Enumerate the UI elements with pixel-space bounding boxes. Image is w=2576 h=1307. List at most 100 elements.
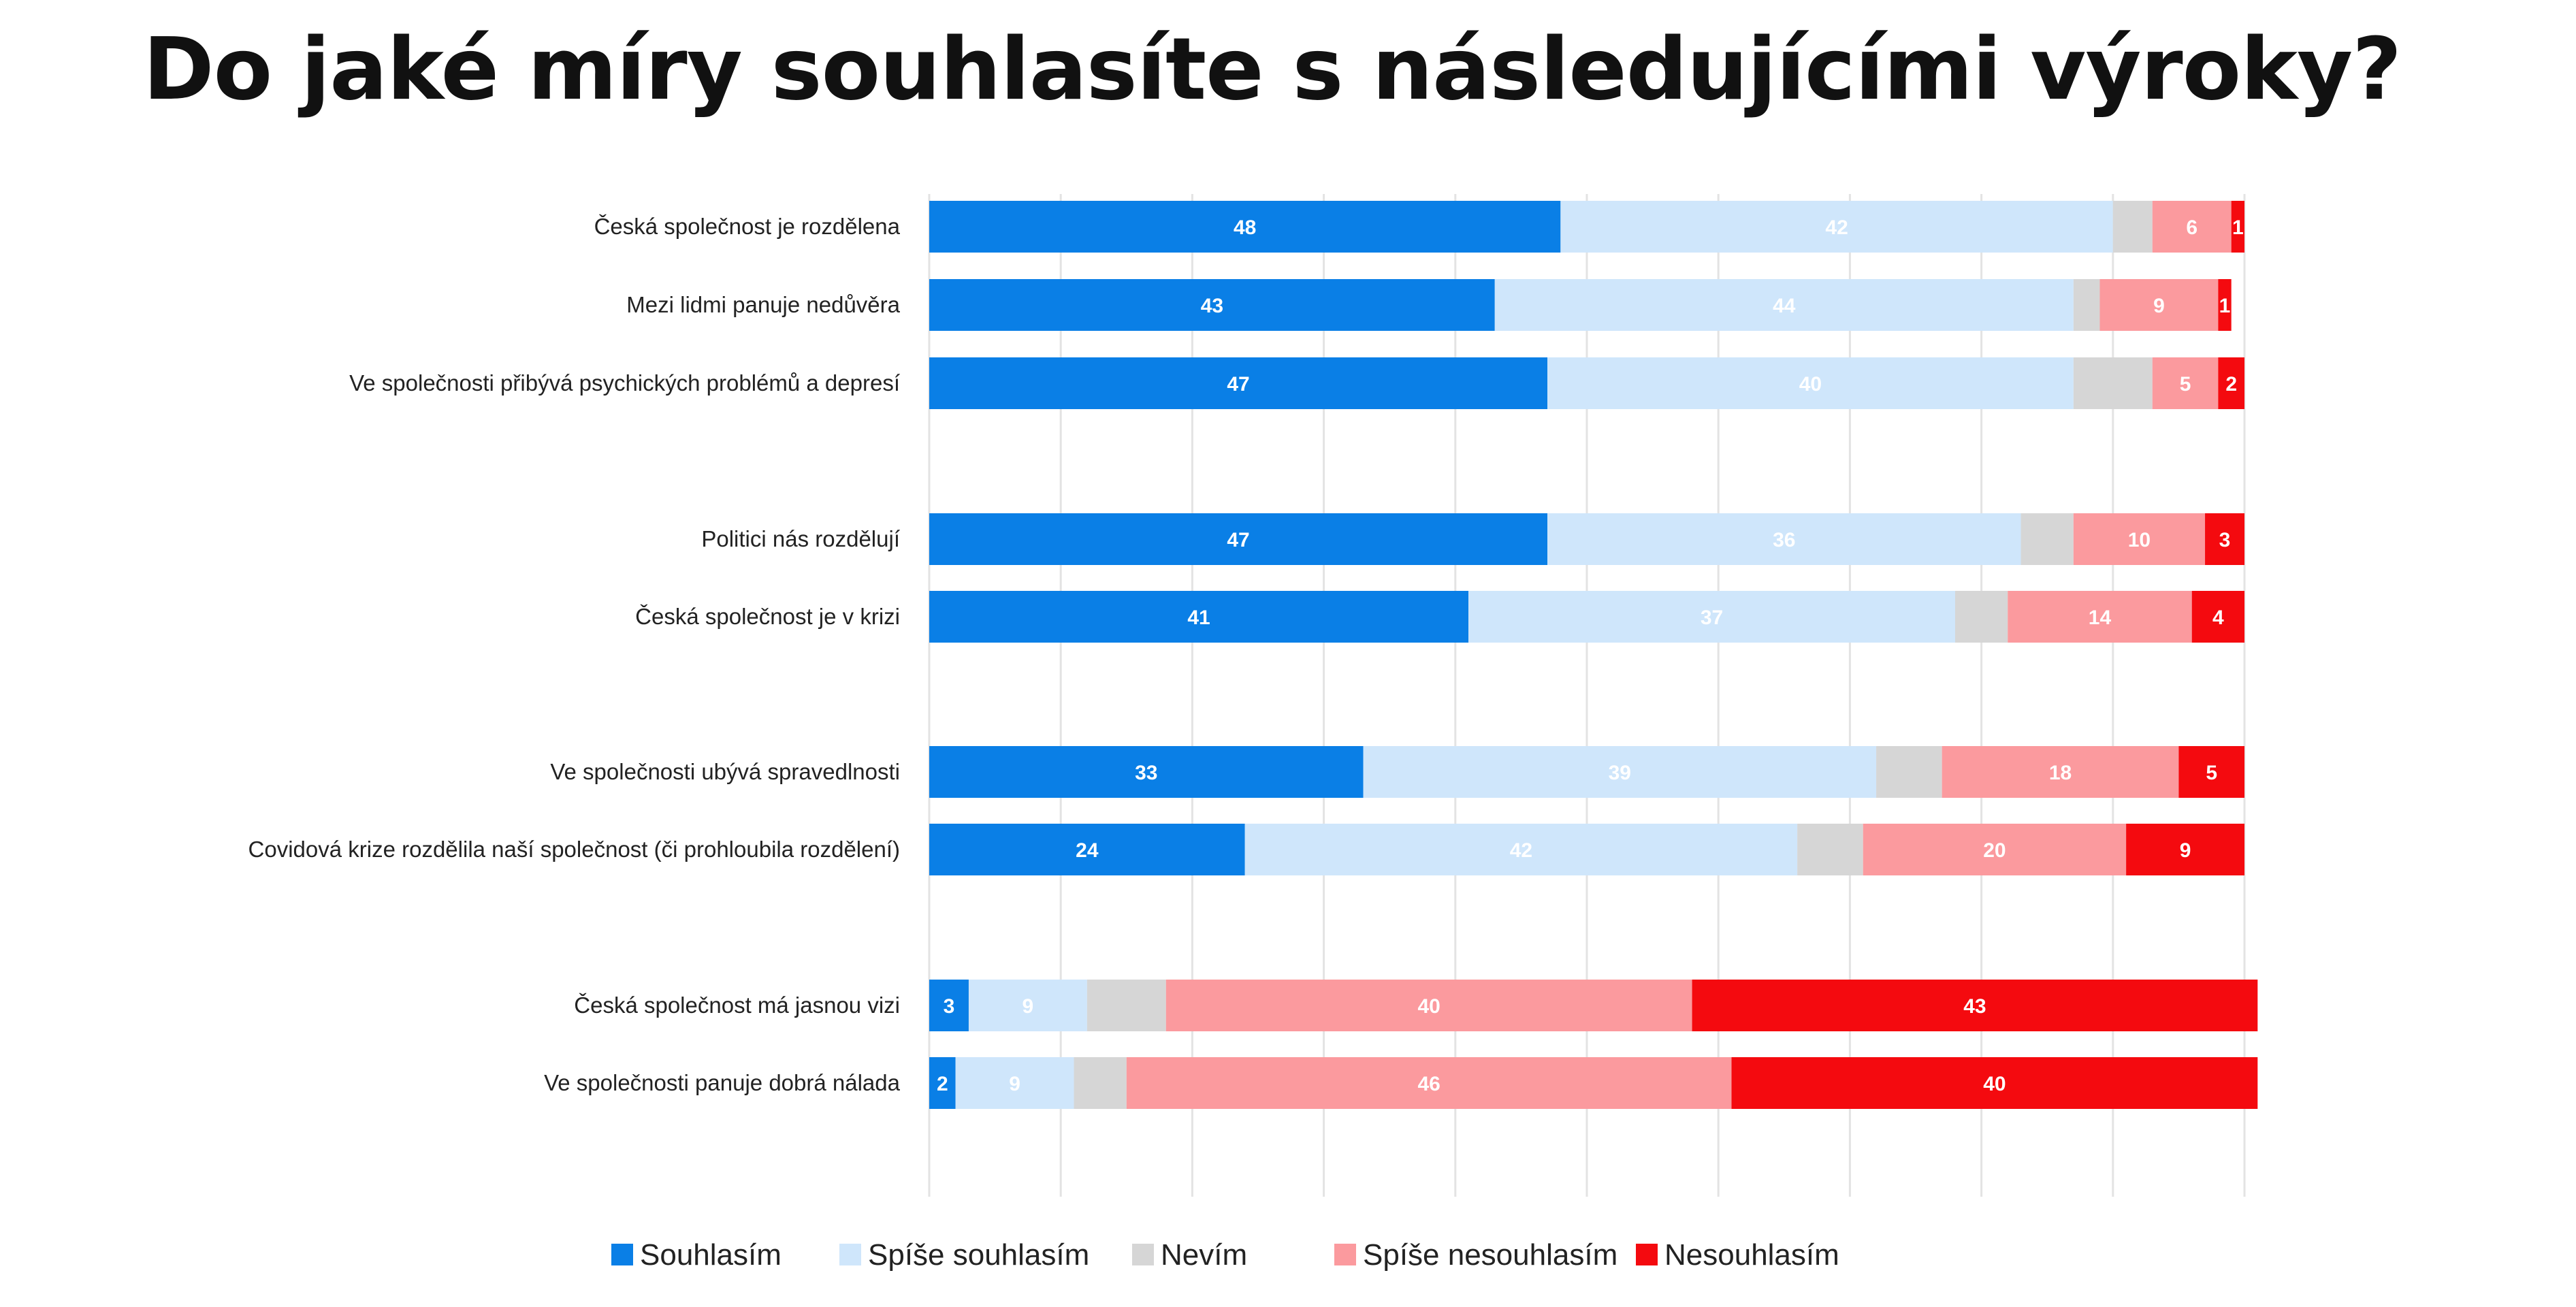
bar-segment	[2205, 513, 2244, 565]
legend-swatch	[1132, 1244, 1154, 1265]
legend-swatch	[1334, 1244, 1356, 1265]
bar-segment	[2112, 201, 2153, 253]
data-label: 3	[2219, 529, 2231, 551]
category-label: Ve společnosti ubývá spravedlnosti	[550, 759, 900, 784]
bar-segment	[2191, 591, 2244, 643]
bar-segment	[929, 201, 1561, 253]
data-label: 24	[1076, 839, 1099, 862]
data-label: 47	[1227, 529, 1249, 551]
bar-segment	[2152, 357, 2219, 409]
data-label: 9	[1009, 1073, 1020, 1095]
legend-label: Souhlasím	[640, 1238, 782, 1272]
data-label: 9	[2180, 839, 2191, 862]
data-label: 6	[2186, 216, 2197, 239]
category-label: Ve společnosti panuje dobrá nálada	[544, 1070, 901, 1095]
data-label: 37	[1701, 607, 1723, 629]
bar-segment	[2073, 513, 2206, 565]
bar-segment	[1547, 513, 2021, 565]
bar-segment	[929, 980, 969, 1031]
legend-label: Nesouhlasím	[1664, 1238, 1839, 1272]
bar-segment	[2073, 357, 2153, 409]
data-label: 9	[1023, 995, 1034, 1018]
bar-segment	[2008, 591, 2192, 643]
data-label: 42	[1825, 216, 1848, 239]
category-label: Covidová krize rozdělila naší společnost…	[248, 837, 900, 862]
bar-segment	[1692, 980, 2258, 1031]
bar-segment	[1547, 357, 2074, 409]
bar-segment	[2099, 279, 2219, 331]
bar-segment	[1942, 746, 2179, 798]
bar-segment	[1363, 746, 1877, 798]
data-label: 43	[1201, 295, 1223, 317]
data-label: 41	[1187, 607, 1210, 629]
data-label: 2	[2225, 373, 2237, 396]
data-label: 2	[937, 1073, 948, 1095]
chart-title: Do jaké míry souhlasíte s následujícími …	[143, 19, 2402, 119]
data-label: 39	[1609, 762, 1631, 784]
bar-segment	[1086, 980, 1166, 1031]
bar-segment	[1731, 1057, 2258, 1109]
data-label: 10	[2128, 529, 2151, 551]
bar-segment	[2178, 746, 2244, 798]
bar-segment	[1468, 591, 1955, 643]
category-label: Politici nás rozdělují	[701, 526, 900, 551]
data-label: 46	[1417, 1073, 1440, 1095]
data-label: 9	[2153, 295, 2165, 317]
bar-segment	[1876, 746, 1942, 798]
bar-segment	[1560, 201, 2113, 253]
legend-swatch	[611, 1244, 633, 1265]
bar-segment	[929, 591, 1469, 643]
data-label: 47	[1227, 373, 1249, 396]
bar-segment	[955, 1057, 1074, 1109]
data-label: 1	[2219, 295, 2231, 317]
category-label: Česká společnost je v krizi	[635, 604, 900, 629]
bar-segment	[1244, 824, 1798, 875]
data-label: 18	[2049, 762, 2072, 784]
data-label: 43	[1963, 995, 1986, 1018]
bar-segment	[1954, 591, 2008, 643]
data-label: 3	[944, 995, 955, 1018]
category-label: Mezi lidmi panuje nedůvěra	[626, 292, 900, 317]
legend-swatch	[839, 1244, 861, 1265]
data-label: 5	[2206, 762, 2217, 784]
data-label: 40	[1799, 373, 1822, 396]
category-label: Ve společnosti přibývá psychických probl…	[349, 370, 900, 396]
data-label: 40	[1983, 1073, 2006, 1095]
data-label: 40	[1417, 995, 1440, 1018]
bar-segment	[2231, 201, 2244, 253]
bar-segment	[2152, 201, 2232, 253]
legend-label: Nevím	[1161, 1238, 1247, 1272]
data-label: 33	[1135, 762, 1157, 784]
category-label: Česká společnost je rozdělena	[594, 214, 901, 239]
data-label: 1	[2232, 216, 2244, 239]
data-label: 48	[1234, 216, 1256, 239]
data-label: 5	[2180, 373, 2191, 396]
data-label: 42	[1510, 839, 1532, 862]
legend-label: Spíše nesouhlasím	[1363, 1238, 1617, 1272]
bar-segment	[2218, 357, 2244, 409]
bar-segment	[968, 980, 1087, 1031]
data-label: 20	[1983, 839, 2006, 862]
bar-segment	[1126, 1057, 1732, 1109]
bar-segment	[1074, 1057, 1127, 1109]
legend-label: Spíše souhlasím	[868, 1238, 1089, 1272]
legend-swatch	[1636, 1244, 1658, 1265]
category-label: Česká společnost má jasnou vizi	[574, 993, 900, 1018]
bar-segment	[2073, 279, 2100, 331]
bar-segment	[929, 746, 1364, 798]
bar-segment	[929, 824, 1245, 875]
bar-segment	[1863, 824, 2127, 875]
bar-segment	[1494, 279, 2074, 331]
bar-segment	[929, 357, 1548, 409]
bar-segment	[929, 279, 1495, 331]
bar-segment	[1797, 824, 1863, 875]
bar-segment	[929, 1057, 956, 1109]
bar-segment	[2020, 513, 2074, 565]
data-label: 4	[2212, 607, 2224, 629]
data-label: 36	[1773, 529, 1795, 551]
bar-segment	[1165, 980, 1692, 1031]
bar-segment	[929, 513, 1548, 565]
bar-segment	[2218, 279, 2232, 331]
data-label: 14	[2089, 607, 2112, 629]
